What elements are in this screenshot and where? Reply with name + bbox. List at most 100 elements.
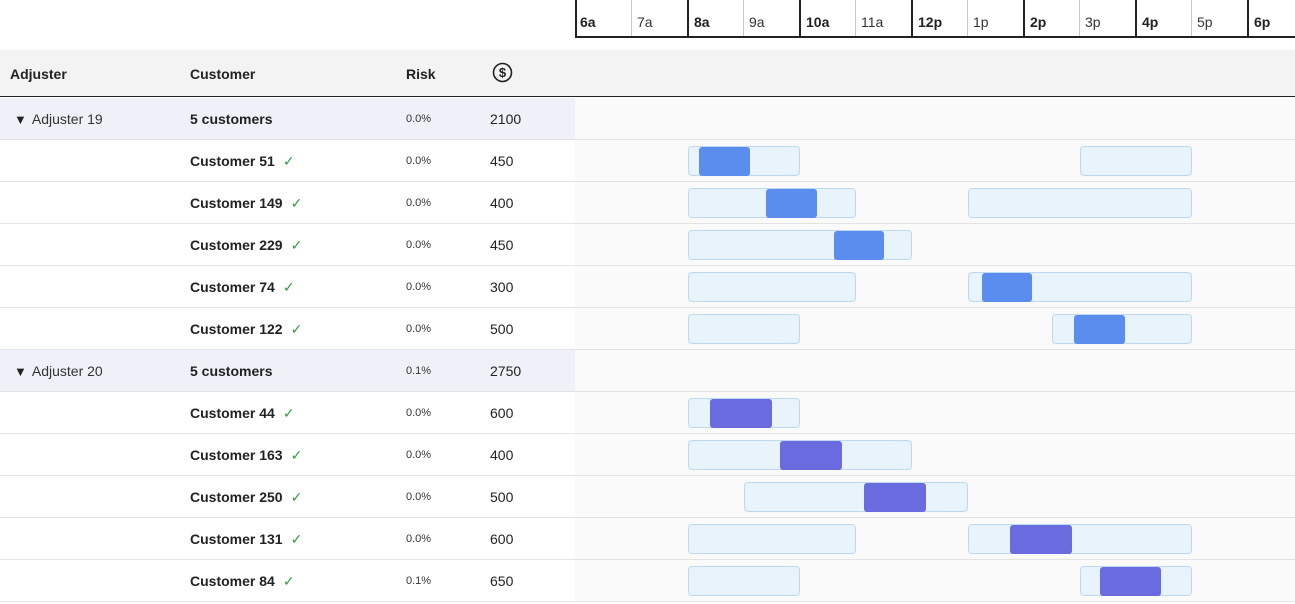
- row-timeline: [575, 182, 1295, 223]
- risk-value: 0.0%: [406, 113, 432, 125]
- adjuster-group-row[interactable]: ▼ Adjuster 20 5 customers 0.1% 2750: [0, 350, 1295, 392]
- appointment-block[interactable]: [699, 147, 750, 176]
- time-tick: 6p: [1247, 0, 1295, 36]
- adjuster-label: Adjuster 19: [31, 111, 103, 127]
- adjuster-name[interactable]: ▼ Adjuster 19: [14, 111, 103, 127]
- time-tick: 10a: [799, 0, 855, 36]
- adjuster-name[interactable]: ▼ Adjuster 20: [14, 363, 103, 379]
- row-timeline: [575, 392, 1295, 433]
- time-tick: 6a: [580, 14, 596, 30]
- risk-value: 0.0%: [406, 239, 432, 251]
- amount-value: 500: [490, 321, 514, 337]
- customer-row[interactable]: Customer 84 ✓ 0.1% 650: [0, 560, 1295, 602]
- customer-row[interactable]: Customer 163 ✓ 0.0% 400: [0, 434, 1295, 476]
- customer-row[interactable]: Customer 229 ✓ 0.0% 450: [0, 224, 1295, 266]
- group-row-background: [0, 350, 575, 391]
- customer-name[interactable]: Customer 250 ✓: [190, 489, 302, 506]
- time-tick: 12p: [911, 0, 967, 36]
- risk-value: 0.0%: [406, 197, 432, 209]
- customer-name[interactable]: Customer 74 ✓: [190, 279, 295, 296]
- time-tick: 1p: [967, 0, 1023, 36]
- customer-name[interactable]: Customer 51 ✓: [190, 153, 295, 170]
- time-tick: 4p: [1135, 0, 1191, 36]
- collapse-caret-icon[interactable]: ▼: [14, 364, 27, 379]
- risk-value: 0.1%: [406, 575, 432, 587]
- risk-value: 0.0%: [406, 491, 432, 503]
- time-tick: 8a: [687, 0, 743, 36]
- row-timeline: [575, 98, 1295, 139]
- customer-label: Customer 51: [190, 153, 275, 169]
- amount-value: 650: [490, 573, 514, 589]
- row-timeline: [575, 518, 1295, 559]
- row-timeline: [575, 476, 1295, 517]
- collapse-caret-icon[interactable]: ▼: [14, 112, 27, 127]
- customer-count: 5 customers: [190, 363, 273, 379]
- appointment-block[interactable]: [982, 273, 1033, 302]
- customer-name[interactable]: Customer 149 ✓: [190, 195, 302, 212]
- checkmark-icon: ✓: [282, 573, 295, 589]
- checkmark-icon: ✓: [282, 153, 295, 169]
- amount-value: 450: [490, 237, 514, 253]
- customer-row[interactable]: Customer 149 ✓ 0.0% 400: [0, 182, 1295, 224]
- customer-row[interactable]: Customer 122 ✓ 0.0% 500: [0, 308, 1295, 350]
- risk-column-header[interactable]: Risk: [406, 66, 436, 82]
- customer-row[interactable]: Customer 74 ✓ 0.0% 300: [0, 266, 1295, 308]
- row-timeline: [575, 350, 1295, 391]
- checkmark-icon: ✓: [290, 195, 303, 211]
- adjuster-group-row[interactable]: ▼ Adjuster 19 5 customers 0.0% 2100: [0, 98, 1295, 140]
- amount-value: 400: [490, 447, 514, 463]
- customer-name[interactable]: Customer 131 ✓: [190, 531, 302, 548]
- time-tick: 2p: [1023, 0, 1079, 36]
- customer-label: Customer 229: [190, 237, 283, 253]
- appointment-block[interactable]: [833, 231, 884, 260]
- availability-window: [968, 188, 1192, 218]
- time-tick: 3p: [1079, 0, 1135, 36]
- amount-value: 300: [490, 279, 514, 295]
- customer-row[interactable]: Customer 250 ✓ 0.0% 500: [0, 476, 1295, 518]
- row-timeline: [575, 224, 1295, 265]
- customer-row[interactable]: Customer 131 ✓ 0.0% 600: [0, 518, 1295, 560]
- appointment-block[interactable]: [1074, 315, 1125, 344]
- customer-name[interactable]: Customer 229 ✓: [190, 237, 302, 254]
- checkmark-icon: ✓: [290, 489, 303, 505]
- availability-window: [688, 314, 800, 344]
- amount-value: 450: [490, 153, 514, 169]
- customer-name[interactable]: Customer 44 ✓: [190, 405, 295, 422]
- appointment-block[interactable]: [780, 441, 842, 470]
- availability-window: [1080, 146, 1192, 176]
- risk-value: 0.0%: [406, 323, 432, 335]
- time-axis: 6a 7a 8a 9a 10a 11a 12p 1p 2p 3p 4p 5p 6p: [575, 0, 1295, 38]
- appointment-block[interactable]: [864, 483, 926, 512]
- customer-name[interactable]: Customer 84 ✓: [190, 573, 295, 590]
- row-timeline: [575, 140, 1295, 181]
- customer-row[interactable]: Customer 51 ✓ 0.0% 450: [0, 140, 1295, 182]
- adjuster-column-header[interactable]: Adjuster: [10, 66, 67, 82]
- customer-label: Customer 149: [190, 195, 283, 211]
- checkmark-icon: ✓: [290, 531, 303, 547]
- group-row-background: [0, 98, 575, 139]
- customer-column-header[interactable]: Customer: [190, 66, 256, 82]
- customer-label: Customer 131: [190, 531, 283, 547]
- column-header-row: Adjuster Customer Risk $: [0, 50, 1295, 97]
- svg-text:$: $: [499, 65, 507, 80]
- appointment-block[interactable]: [710, 399, 772, 428]
- appointment-block[interactable]: [766, 189, 817, 218]
- customer-label: Customer 84: [190, 573, 275, 589]
- availability-window: [968, 524, 1192, 554]
- dollar-circle-icon[interactable]: $: [492, 62, 513, 83]
- customer-name[interactable]: Customer 122 ✓: [190, 321, 302, 338]
- risk-value: 0.0%: [406, 449, 432, 461]
- appointment-block[interactable]: [1099, 567, 1162, 596]
- customer-label: Customer 250: [190, 489, 283, 505]
- appointment-block[interactable]: [1010, 525, 1072, 554]
- risk-value: 0.0%: [406, 533, 432, 545]
- customer-label: Customer 122: [190, 321, 283, 337]
- customer-name[interactable]: Customer 163 ✓: [190, 447, 302, 464]
- checkmark-icon: ✓: [282, 405, 295, 421]
- customer-row[interactable]: Customer 44 ✓ 0.0% 600: [0, 392, 1295, 434]
- availability-window: [688, 566, 800, 596]
- time-tick: 11a: [855, 0, 911, 36]
- customer-label: Customer 163: [190, 447, 283, 463]
- row-timeline: [575, 434, 1295, 475]
- time-tick: 7a: [631, 0, 687, 36]
